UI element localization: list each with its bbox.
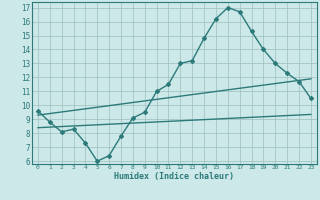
X-axis label: Humidex (Indice chaleur): Humidex (Indice chaleur) (115, 172, 234, 181)
